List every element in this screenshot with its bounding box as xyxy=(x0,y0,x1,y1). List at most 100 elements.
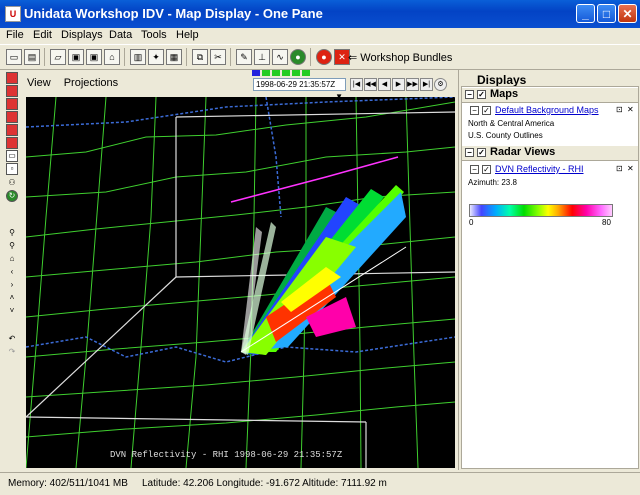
radar-checkbox[interactable]: ✓ xyxy=(477,148,486,157)
animation-settings-icon[interactable]: ⚙ xyxy=(434,78,447,91)
time-step-marker xyxy=(282,70,290,76)
view-front-icon[interactable] xyxy=(6,72,18,84)
view-bottom-icon[interactable] xyxy=(6,111,18,123)
range-line xyxy=(230,156,399,203)
first-frame-icon[interactable]: |◀ xyxy=(350,78,363,91)
globe-icon[interactable]: ● xyxy=(290,49,306,65)
color-scale-bar xyxy=(469,204,613,217)
history-icon[interactable]: ⌂ xyxy=(104,49,120,65)
stop-icon[interactable]: ✕ xyxy=(334,49,350,65)
time-step-marker xyxy=(302,70,310,76)
pan-down-icon[interactable]: ˅ xyxy=(9,306,15,315)
pan-right-icon[interactable]: › xyxy=(10,280,14,289)
copy-icon[interactable]: ⧉ xyxy=(192,49,208,65)
image-icon[interactable]: ▦ xyxy=(166,49,182,65)
box-icon[interactable]: ▭ xyxy=(6,150,18,162)
radar-expand-icon[interactable]: − xyxy=(470,165,479,174)
window-title: Unidata Workshop IDV - Map Display - One… xyxy=(24,6,323,21)
menu-edit[interactable]: Edit xyxy=(33,29,52,41)
time-step-marker xyxy=(252,70,260,76)
view-menu[interactable]: View xyxy=(27,77,51,89)
status-bar: Memory: 402/511/1041 MB Latitude: 42.206… xyxy=(0,472,640,495)
radar-section-header[interactable]: − ✓ Radar Views xyxy=(462,145,638,161)
trash-icon[interactable]: ✕ xyxy=(627,105,634,114)
play-icon[interactable]: ▶ xyxy=(392,78,405,91)
map-caption: DVN Reflectivity - RHI 1998-06-29 21:35:… xyxy=(110,450,343,460)
data-chooser-icon[interactable]: ▥ xyxy=(130,49,146,65)
zoom-in-icon[interactable]: ⚲ xyxy=(9,228,15,237)
menu-displays[interactable]: Displays xyxy=(61,29,103,41)
minimize-button[interactable]: _ xyxy=(576,4,595,23)
close-button[interactable]: ✕ xyxy=(618,4,637,23)
collapse-icon[interactable]: − xyxy=(465,148,474,157)
animation-controls: 1998-06-29 21:35:57Z ▼ |◀ ◀◀ ◀ ▶ ▶▶ ▶| ⚙ xyxy=(250,68,455,101)
projections-menu[interactable]: Projections xyxy=(63,77,119,89)
maps-header-label: Maps xyxy=(490,88,519,100)
pan-up-icon[interactable]: ˄ xyxy=(9,293,15,302)
radar-layer-checkbox[interactable]: ✓ xyxy=(482,165,491,174)
maps-layer-checkbox[interactable]: ✓ xyxy=(482,106,491,115)
collapse-icon[interactable]: − xyxy=(465,90,474,99)
location-status: Latitude: 42.206 Longitude: -91.672 Alti… xyxy=(142,478,387,489)
chart-icon[interactable]: ⊥ xyxy=(254,49,270,65)
transect-icon[interactable]: ∿ xyxy=(272,49,288,65)
time-select[interactable]: 1998-06-29 21:35:57Z ▼ xyxy=(253,78,346,101)
maximize-button[interactable]: □ xyxy=(597,4,616,23)
bulb-icon[interactable]: ✦ xyxy=(148,49,164,65)
map-display[interactable]: DVN Reflectivity - RHI 1998-06-29 21:35:… xyxy=(26,97,455,468)
map-item: North & Central America xyxy=(468,119,555,128)
last-frame-icon[interactable]: ▶| xyxy=(420,78,433,91)
new-window-icon[interactable]: ▭ xyxy=(6,49,22,65)
zoom-out-icon[interactable]: ⚲ xyxy=(9,241,15,250)
displays-title: Displays xyxy=(477,73,527,87)
time-value: 1998-06-29 21:35:57Z xyxy=(256,80,336,89)
azimuth-label: Azimuth: 23.8 xyxy=(468,178,517,187)
left-toolbar: ▭ ▫ ⚇ ↻ ⚲ ⚲ ⌂ ‹ › ˄ ˅ ↶ ↷ xyxy=(4,70,22,370)
wireframe-icon[interactable]: ▫ xyxy=(6,163,18,175)
maps-checkbox[interactable]: ✓ xyxy=(477,90,486,99)
menu-tools[interactable]: Tools xyxy=(141,29,167,41)
view-right-icon[interactable] xyxy=(6,137,18,149)
view-left-icon[interactable] xyxy=(6,124,18,136)
step-back-icon[interactable]: ◀◀ xyxy=(364,78,377,91)
pencil-icon[interactable]: ✎ xyxy=(236,49,252,65)
workshop-bundles[interactable]: ⇐ Workshop Bundles xyxy=(348,51,452,64)
radar-header-label: Radar Views xyxy=(490,146,556,158)
pan-left-icon[interactable]: ‹ xyxy=(10,267,14,276)
step-forward-icon[interactable]: ▶▶ xyxy=(406,78,419,91)
memory-status: Memory: 402/511/1041 MB xyxy=(8,478,128,489)
map-canvas: DVN Reflectivity - RHI 1998-06-29 21:35:… xyxy=(26,97,455,468)
dropdown-arrow-icon: ▼ xyxy=(335,91,345,103)
menu-bar: File Edit Displays Data Tools Help xyxy=(0,28,640,44)
play-back-icon[interactable]: ◀ xyxy=(378,78,391,91)
color-scale-max: 80 xyxy=(602,218,611,227)
eye-icon[interactable]: ⚇ xyxy=(8,178,16,187)
displays-list: − ✓ Maps − ✓ Default Background Maps ⊡ ✕… xyxy=(461,86,639,469)
home-icon[interactable]: ⌂ xyxy=(9,254,15,263)
undo-icon[interactable]: ↶ xyxy=(8,334,16,343)
menu-data[interactable]: Data xyxy=(109,29,133,41)
save-icon[interactable]: ▣ xyxy=(68,49,84,65)
record-icon[interactable]: ● xyxy=(316,49,332,65)
home-globe-icon[interactable]: ↻ xyxy=(6,190,18,202)
view-back-icon[interactable] xyxy=(6,85,18,97)
time-step-marker xyxy=(292,70,300,76)
cut-icon[interactable]: ✂ xyxy=(210,49,226,65)
maps-section-header[interactable]: − ✓ Maps xyxy=(462,87,638,103)
lock-icon[interactable]: ⊡ xyxy=(616,105,623,114)
dvn-reflectivity-link[interactable]: DVN Reflectivity - RHI xyxy=(495,164,584,174)
unlock-icon[interactable]: ⊡ xyxy=(616,164,623,173)
save-as-icon[interactable]: ▣ xyxy=(86,49,102,65)
default-maps-link[interactable]: Default Background Maps xyxy=(495,105,599,115)
county-outlines xyxy=(26,97,455,468)
time-step-marker xyxy=(272,70,280,76)
menu-help[interactable]: Help xyxy=(176,29,199,41)
open-icon[interactable]: ▱ xyxy=(50,49,66,65)
redo-icon[interactable]: ↷ xyxy=(8,347,16,356)
maps-expand-icon[interactable]: − xyxy=(470,106,479,115)
menu-file[interactable]: File xyxy=(6,29,24,41)
new-doc-icon[interactable]: ▤ xyxy=(24,49,40,65)
title-bar: U Unidata Workshop IDV - Map Display - O… xyxy=(0,0,640,28)
view-top-icon[interactable] xyxy=(6,98,18,110)
trash-icon[interactable]: ✕ xyxy=(627,164,634,173)
